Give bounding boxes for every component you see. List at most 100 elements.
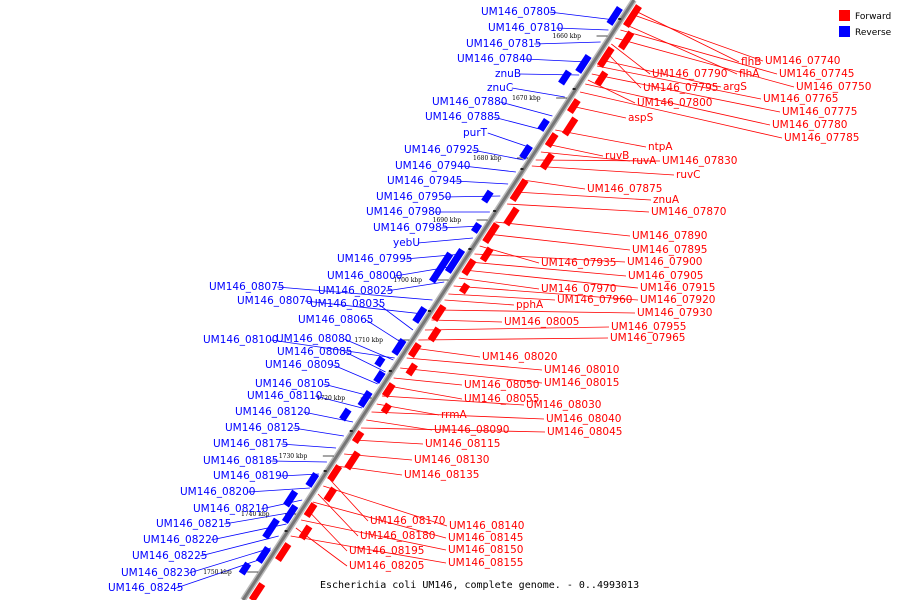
gene-label-forward[interactable]: UM146_07795 xyxy=(643,82,718,94)
gene-label-reverse[interactable]: UM146_08065 xyxy=(298,314,373,326)
gene-label-forward[interactable]: UM146_08040 xyxy=(546,413,621,425)
gene-label-reverse[interactable]: UM146_07810 xyxy=(488,22,563,34)
gene-label-forward[interactable]: UM146_08015 xyxy=(544,377,619,389)
forward-gene-feature[interactable] xyxy=(327,464,343,483)
gene-label-forward[interactable]: UM146_08140 xyxy=(449,520,524,532)
gene-label-forward[interactable]: UM146_07935 xyxy=(541,257,616,269)
gene-label-forward[interactable]: ntpA xyxy=(648,141,673,153)
reverse-gene-feature[interactable] xyxy=(357,389,373,408)
forward-gene-feature[interactable] xyxy=(303,502,318,519)
gene-label-forward[interactable]: UM146_07765 xyxy=(763,93,838,105)
gene-label-forward[interactable]: UM146_07780 xyxy=(772,119,847,131)
gene-label-forward[interactable]: UM146_08055 xyxy=(464,393,539,405)
reverse-gene-feature[interactable] xyxy=(373,369,386,384)
gene-label-forward[interactable]: UM146_08135 xyxy=(404,469,479,481)
reverse-gene-feature[interactable] xyxy=(305,471,320,488)
gene-label-reverse[interactable]: UM146_08215 xyxy=(156,518,231,530)
gene-label-reverse[interactable]: UM146_07805 xyxy=(481,6,556,18)
gene-label-forward[interactable]: UM146_07800 xyxy=(637,97,712,109)
gene-label-forward[interactable]: ruvA xyxy=(632,155,657,167)
gene-label-forward[interactable]: UM146_08180 xyxy=(360,530,435,542)
gene-label-forward[interactable]: UM146_08195 xyxy=(349,545,424,557)
forward-gene-feature[interactable] xyxy=(275,542,292,563)
forward-gene-feature[interactable] xyxy=(405,362,418,377)
gene-label-reverse[interactable]: UM146_08230 xyxy=(121,567,196,579)
gene-label-forward[interactable]: znuA xyxy=(653,194,680,206)
gene-label-reverse[interactable]: UM146_08025 xyxy=(318,285,393,297)
gene-label-forward[interactable]: UM146_08205 xyxy=(349,560,424,572)
gene-label-forward[interactable]: UM146_07905 xyxy=(628,270,703,282)
gene-label-reverse[interactable]: UM146_07840 xyxy=(457,53,532,65)
gene-label-forward[interactable]: UM146_07965 xyxy=(610,332,685,344)
gene-label-forward[interactable]: aspS xyxy=(628,112,654,124)
forward-gene-feature[interactable] xyxy=(351,430,365,445)
gene-label-reverse[interactable]: UM146_07885 xyxy=(425,111,500,123)
reverse-gene-feature[interactable] xyxy=(575,53,592,74)
gene-label-reverse[interactable]: UM146_08110 xyxy=(247,390,322,402)
gene-label-forward[interactable]: UM146_07830 xyxy=(662,155,737,167)
forward-gene-feature[interactable] xyxy=(461,258,477,277)
gene-label-reverse[interactable]: UM146_08075 xyxy=(209,281,284,293)
gene-label-forward[interactable]: UM146_08115 xyxy=(425,438,500,450)
gene-label-forward[interactable]: UM146_07930 xyxy=(637,307,712,319)
gene-label-reverse[interactable]: UM146_08080 xyxy=(276,333,351,345)
gene-label-reverse[interactable]: UM146_08175 xyxy=(213,438,288,450)
gene-label-forward[interactable]: UM146_07750 xyxy=(796,81,871,93)
gene-label-forward[interactable]: UM146_07745 xyxy=(779,68,854,80)
gene-label-reverse[interactable]: UM146_08225 xyxy=(132,550,207,562)
gene-label-forward[interactable]: UM146_08090 xyxy=(434,424,509,436)
gene-label-forward[interactable]: UM146_08130 xyxy=(414,454,489,466)
gene-label-forward[interactable]: UM146_07960 xyxy=(557,294,632,306)
gene-label-reverse[interactable]: UM146_07940 xyxy=(395,160,470,172)
gene-label-reverse[interactable]: purT xyxy=(463,127,488,139)
reverse-gene-feature[interactable] xyxy=(391,337,407,356)
gene-label-reverse[interactable]: UM146_08085 xyxy=(277,346,352,358)
forward-gene-feature[interactable] xyxy=(482,222,500,245)
forward-gene-feature[interactable] xyxy=(539,152,555,171)
gene-label-forward[interactable]: UM146_08155 xyxy=(448,557,523,569)
gene-label-forward[interactable]: UM146_08045 xyxy=(547,426,622,438)
gene-label-forward[interactable]: UM146_07920 xyxy=(640,294,715,306)
gene-label-reverse[interactable]: UM146_07815 xyxy=(466,38,541,50)
reverse-gene-feature[interactable] xyxy=(519,143,533,160)
gene-label-forward[interactable]: flhB xyxy=(741,56,761,68)
gene-label-reverse[interactable]: UM146_08035 xyxy=(310,298,385,310)
gene-label-forward[interactable]: UM146_07915 xyxy=(640,282,715,294)
gene-label-reverse[interactable]: UM146_07980 xyxy=(366,206,441,218)
gene-label-reverse[interactable]: UM146_08185 xyxy=(203,455,278,467)
forward-gene-feature[interactable] xyxy=(248,582,266,600)
forward-gene-feature[interactable] xyxy=(380,402,392,415)
reverse-gene-feature[interactable] xyxy=(558,69,572,86)
reverse-gene-feature[interactable] xyxy=(255,545,271,564)
gene-label-reverse[interactable]: UM146_08000 xyxy=(327,270,402,282)
gene-label-reverse[interactable]: UM146_08125 xyxy=(225,422,300,434)
gene-label-reverse[interactable]: UM146_08100 xyxy=(203,334,278,346)
forward-gene-feature[interactable] xyxy=(596,46,615,69)
reverse-gene-feature[interactable] xyxy=(262,517,280,540)
forward-gene-feature[interactable] xyxy=(458,282,471,295)
forward-gene-feature[interactable] xyxy=(566,98,581,115)
forward-gene-feature[interactable] xyxy=(431,304,447,323)
gene-label-reverse[interactable]: UM146_07985 xyxy=(373,222,448,234)
forward-gene-feature[interactable] xyxy=(503,206,520,227)
gene-label-reverse[interactable]: UM146_07925 xyxy=(404,144,479,156)
gene-label-reverse[interactable]: UM146_07995 xyxy=(337,253,412,265)
forward-gene-feature[interactable] xyxy=(407,342,422,359)
gene-label-forward[interactable]: UM146_08150 xyxy=(448,544,523,556)
gene-label-forward[interactable]: UM146_08050 xyxy=(464,379,539,391)
gene-label-forward[interactable]: ruvB xyxy=(605,150,629,162)
gene-label-reverse[interactable]: UM146_08120 xyxy=(235,406,310,418)
gene-label-forward[interactable]: pphA xyxy=(516,299,544,311)
gene-label-forward[interactable]: ruvC xyxy=(676,169,701,181)
gene-label-reverse[interactable]: znuC xyxy=(487,82,513,94)
gene-label-forward[interactable]: UM146_08170 xyxy=(370,515,445,527)
gene-label-reverse[interactable]: znuB xyxy=(495,68,521,80)
gene-label-reverse[interactable]: UM146_08200 xyxy=(180,486,255,498)
gene-label-forward[interactable]: UM146_08030 xyxy=(526,399,601,411)
gene-label-reverse[interactable]: UM146_08070 xyxy=(237,295,312,307)
gene-label-reverse[interactable]: UM146_08105 xyxy=(255,378,330,390)
gene-label-reverse[interactable]: UM146_08245 xyxy=(108,582,183,594)
reverse-gene-feature[interactable] xyxy=(606,5,623,26)
gene-label-forward[interactable]: UM146_08145 xyxy=(448,532,523,544)
gene-label-reverse[interactable]: UM146_08095 xyxy=(265,359,340,371)
